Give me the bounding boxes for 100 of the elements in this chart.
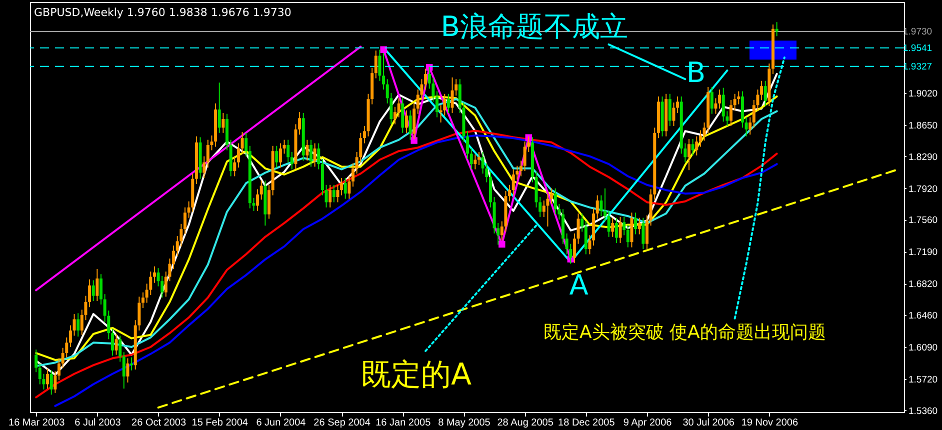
candlestick [646,214,648,250]
candlestick [722,87,725,122]
x-tick-label: 8 May 2005 [438,418,491,428]
candlestick [408,110,412,140]
candlestick [744,116,748,137]
point [380,46,387,53]
candlestick [450,76,454,114]
y-tick-label: 1.6090 [908,342,938,354]
candlestick [68,324,72,348]
candlestick [611,217,614,238]
candlestick [730,99,732,126]
candlestick [344,177,347,200]
candlestick [236,142,240,168]
candlestick [638,217,641,235]
x-tick-label: 6 Jun 2004 [256,418,306,428]
x-tick-label: 18 Dec 2005 [558,418,616,428]
candlestick [508,184,512,202]
candlestick [275,145,278,168]
candlestick [142,292,144,308]
candlestick [184,206,186,235]
candlestick [313,142,316,168]
candlestick [382,52,386,90]
candlestick [50,370,53,396]
candlestick [340,177,344,196]
candlestick [114,333,118,356]
candlestick [290,151,294,170]
candlestick [76,312,80,338]
candlestick [328,184,332,208]
candlestick [72,314,76,336]
candlestick [397,98,400,118]
candlestick [233,156,236,177]
candlestick [520,160,522,177]
candlestick [222,112,225,134]
candlestick [332,184,336,203]
candlestick [404,110,408,134]
y-tick-label: 1.6460 [908,310,938,322]
candlestick [760,80,764,100]
candlestick [622,216,626,236]
x-tick-label: 26 Sep 2004 [314,418,371,428]
x-tick-label: 15 Feb 2004 [192,418,248,428]
candlestick [306,139,309,162]
candlestick [576,213,580,244]
candlestick [348,176,351,200]
candlestick [46,368,50,390]
candlestick [604,188,606,222]
candlestick [614,217,618,244]
candlestick [424,68,428,90]
candlestick [310,139,312,168]
candlestick [733,93,736,111]
annotation: 既定A头被突破 使A的命题出现问题 [543,322,826,343]
candlestick [278,142,282,168]
candlestick [600,194,603,217]
candlestick [718,89,722,110]
candlestick [92,280,95,302]
candlestick [436,90,438,118]
candlestick [260,180,263,200]
candlestick [54,370,57,394]
point [410,137,418,144]
candlestick [588,234,592,255]
candlestick [478,151,480,166]
candlestick [634,212,638,235]
candlestick [596,194,599,220]
y-tick-label: 1.5360 [908,406,938,417]
y-tick-label: 1.9020 [908,88,938,100]
point [525,134,532,141]
candlestick [317,142,320,170]
candlestick [34,349,38,373]
candlestick [688,138,690,171]
chart-title: GBPUSD,Weekly 1.9760 1.9838 1.9676 1.9730 [34,6,292,19]
candlestick [202,156,206,178]
candlestick [244,132,248,157]
candlestick [698,130,702,148]
annotation: B [686,56,706,90]
candlestick [474,154,477,170]
candlestick [710,86,714,114]
candlestick [256,188,260,212]
y-tick-label: 1.8650 [908,120,938,132]
candlestick [618,216,622,244]
candlestick [282,139,286,154]
candlestick [668,93,672,126]
candlestick [764,80,767,107]
candlestick [572,232,576,264]
x-tick-label: 16 Jan 2005 [376,418,432,428]
candlestick [352,162,354,188]
candlestick [172,245,176,270]
candlestick [446,93,450,114]
candlestick [206,139,210,168]
annotation: 既定的A [361,358,472,393]
y-tick-label: 1.8290 [908,152,938,163]
candlestick [110,328,114,356]
candlestick [96,268,99,302]
candlestick [470,148,473,170]
candlestick [100,274,102,306]
candlestick [58,358,60,380]
candlestick [152,266,156,284]
candlestick [695,136,698,156]
candlestick [118,335,122,362]
point [498,240,506,248]
candlestick [374,50,378,79]
candlestick [550,188,554,204]
